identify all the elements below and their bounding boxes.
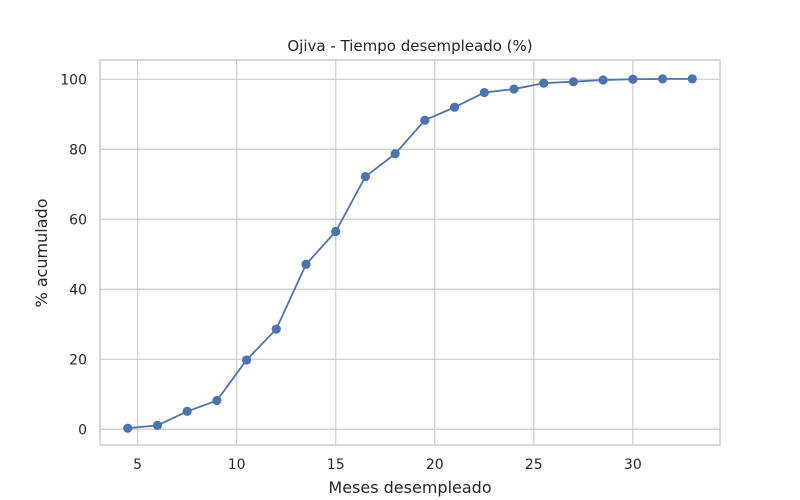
grid <box>100 60 720 445</box>
data-point <box>271 324 281 334</box>
series-layer <box>123 74 697 433</box>
x-tick-label: 20 <box>426 457 444 473</box>
y-axis-ticks: 0 20 40 60 80 100 <box>60 72 87 438</box>
y-tick-label: 20 <box>69 352 87 368</box>
data-point <box>241 355 252 365</box>
data-point <box>360 171 371 182</box>
data-point <box>657 74 668 84</box>
y-tick-label: 40 <box>69 282 87 298</box>
data-point <box>598 75 608 85</box>
y-tick-label: 80 <box>69 142 87 158</box>
data-point <box>449 102 460 112</box>
data-point <box>182 406 192 416</box>
x-tick-label: 10 <box>228 457 246 473</box>
plot-frame <box>99 59 721 446</box>
data-point <box>152 420 163 430</box>
data-point <box>628 74 638 84</box>
data-point <box>687 74 697 84</box>
y-tick-label: 100 <box>60 72 87 88</box>
x-axis-label: Meses desempleado <box>328 478 491 497</box>
data-point <box>509 84 519 94</box>
y-axis-label: % acumulado <box>32 199 51 308</box>
chart-title: Ojiva - Tiempo desempleado (%) <box>287 37 532 55</box>
x-tick-label: 25 <box>525 457 543 473</box>
data-point <box>331 226 341 237</box>
data-point <box>568 77 579 87</box>
x-tick-label: 30 <box>624 457 642 473</box>
x-axis-ticks: 5 10 15 20 25 30 <box>133 457 642 473</box>
series-line <box>127 78 693 430</box>
data-point <box>420 115 430 125</box>
data-point <box>390 149 400 159</box>
x-tick-label: 15 <box>327 457 345 473</box>
x-tick-label: 5 <box>133 457 142 473</box>
y-tick-label: 0 <box>78 422 87 438</box>
data-point <box>212 395 222 406</box>
data-point <box>123 423 133 433</box>
data-point <box>479 87 489 98</box>
y-tick-label: 60 <box>69 212 87 228</box>
data-point <box>539 78 549 88</box>
data-point <box>301 259 311 269</box>
